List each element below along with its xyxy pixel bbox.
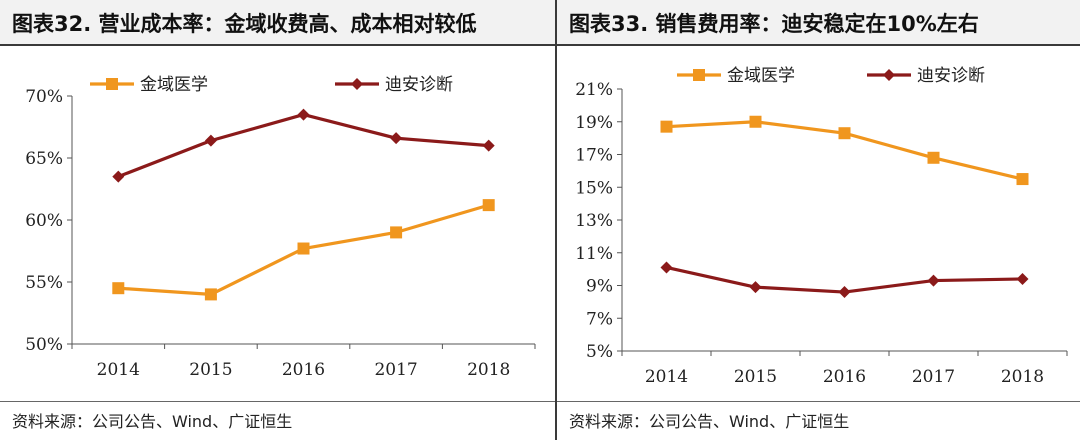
chart-title-bar: 图表32. 营业成本率：金域收费高、成本相对较低 [0, 0, 555, 46]
legend-label: 迪安诊断 [385, 75, 453, 95]
x-tick-label: 2017 [912, 367, 955, 387]
data-point-diamond [112, 170, 125, 183]
chart-title: 图表32. 营业成本率：金域收费高、成本相对较低 [12, 12, 477, 36]
footer-divider [0, 401, 555, 402]
data-point-square [838, 127, 851, 140]
y-tick-label: 21% [575, 80, 613, 100]
data-point-square [482, 199, 495, 212]
y-tick-label: 11% [575, 244, 613, 264]
x-tick-label: 2016 [282, 360, 325, 380]
data-point-square [660, 120, 673, 133]
data-point-square [297, 242, 310, 255]
y-tick-label: 50% [25, 335, 63, 355]
y-tick-label: 5% [586, 342, 613, 362]
x-tick-label: 2015 [189, 360, 232, 380]
data-point-diamond [297, 108, 310, 121]
data-point-diamond [204, 134, 217, 147]
y-tick-label: 65% [25, 149, 63, 169]
source-note: 资料来源：公司公告、Wind、广证恒生 [569, 412, 850, 431]
data-point-diamond [749, 281, 762, 294]
legend-marker-diamond [883, 69, 895, 81]
y-tick-label: 60% [25, 211, 63, 231]
legend-label: 金域医学 [140, 75, 208, 95]
panel-divider [555, 0, 557, 440]
y-tick-label: 13% [575, 211, 613, 231]
data-point-square [927, 151, 940, 164]
chart-panel-left: 图表32. 营业成本率：金域收费高、成本相对较低 50% 55% 60% 65% 70%… [0, 0, 555, 431]
legend-marker-square [106, 78, 118, 90]
legend-label: 迪安诊断 [917, 66, 985, 86]
source-note: 资料来源：公司公告、Wind、广证恒生 [12, 412, 293, 431]
y-tick-label: 15% [575, 178, 613, 198]
x-tick-label: 2018 [467, 360, 510, 380]
data-point-square [749, 115, 762, 128]
legend-label: 金域医学 [727, 66, 795, 86]
data-point-square [204, 288, 217, 301]
data-point-diamond [390, 132, 403, 145]
x-tick-label: 2014 [97, 360, 140, 380]
footer-divider [557, 401, 1080, 402]
data-point-diamond [1016, 272, 1029, 285]
chart-title: 图表33. 销售费用率：迪安稳定在10%左右 [569, 12, 979, 36]
data-point-square [390, 226, 403, 239]
chart-panel-right: 图表33. 销售费用率：迪安稳定在10%左右 5% 7% 9% 11% 13% 15% 17… [557, 0, 1080, 440]
x-tick-label: 2017 [374, 360, 417, 380]
data-point-square [112, 282, 125, 295]
y-tick-label: 9% [586, 277, 613, 297]
y-tick-label: 55% [25, 273, 63, 293]
legend-marker-square [693, 69, 705, 81]
data-point-diamond [482, 139, 495, 152]
data-point-diamond [660, 261, 673, 274]
x-tick-label: 2016 [823, 367, 866, 387]
legend-marker-diamond [351, 78, 363, 90]
data-point-square [1016, 173, 1029, 186]
data-point-diamond [838, 286, 851, 299]
series-line [117, 112, 489, 179]
x-tick-label: 2014 [645, 367, 688, 387]
cost-rate-chart: 50% 55% 60% 65% 70% 2014 2015 2016 2017 2018 金域医学 迪… [25, 75, 536, 380]
y-tick-label: 7% [586, 309, 613, 329]
x-tick-label: 2018 [1001, 367, 1044, 387]
sales-expense-rate-chart: 5% 7% 9% 11% 13% 15% 17% 19% 21% 2014 2015 2016 2017… [575, 66, 1068, 387]
y-tick-label: 19% [575, 113, 613, 133]
y-tick-label: 17% [575, 146, 613, 166]
data-point-diamond [927, 274, 940, 287]
chart-title-bar: 图表33. 销售费用率：迪安稳定在10%左右 [557, 0, 1080, 46]
y-tick-label: 70% [25, 87, 63, 107]
x-tick-label: 2015 [734, 367, 777, 387]
